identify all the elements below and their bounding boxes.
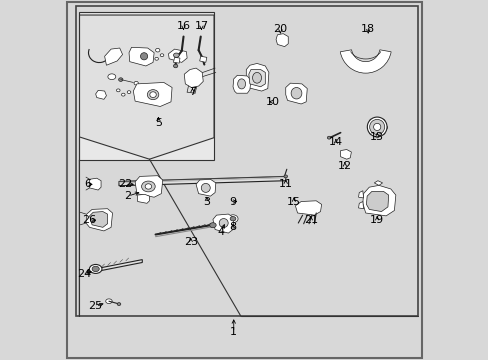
Ellipse shape [326,136,330,139]
Ellipse shape [108,74,116,80]
Text: 2: 2 [124,191,131,201]
Polygon shape [196,179,215,196]
Ellipse shape [92,266,99,272]
Text: 1: 1 [230,327,237,337]
Text: 10: 10 [265,97,280,107]
Ellipse shape [373,123,380,131]
Ellipse shape [366,117,386,137]
Text: 8: 8 [229,222,236,232]
Polygon shape [104,48,122,65]
Ellipse shape [369,120,384,134]
Polygon shape [295,201,321,215]
Polygon shape [276,34,287,46]
Ellipse shape [105,299,112,303]
Text: 9: 9 [229,197,236,207]
Polygon shape [212,214,233,233]
Polygon shape [119,176,285,186]
Polygon shape [135,176,163,197]
Text: 21: 21 [303,215,317,225]
Wedge shape [340,50,390,73]
Text: 22: 22 [118,179,132,189]
Polygon shape [248,69,265,87]
Ellipse shape [142,181,155,192]
Polygon shape [358,202,363,209]
Polygon shape [89,178,101,190]
Polygon shape [340,149,351,159]
Text: 7: 7 [188,87,196,97]
Text: 17: 17 [194,21,208,31]
Ellipse shape [252,72,261,83]
Ellipse shape [134,81,138,85]
Polygon shape [86,209,112,231]
Ellipse shape [284,175,287,178]
Polygon shape [173,57,180,63]
Polygon shape [199,56,206,62]
Polygon shape [184,68,203,87]
Text: 13: 13 [369,132,384,142]
Text: 12: 12 [337,161,351,171]
Ellipse shape [145,184,151,189]
Ellipse shape [89,265,102,273]
Ellipse shape [155,48,160,52]
Text: 19: 19 [369,215,384,225]
Text: 6: 6 [84,179,91,189]
Text: 5: 5 [155,118,162,128]
Ellipse shape [219,219,228,228]
Polygon shape [79,12,214,160]
Polygon shape [129,47,154,66]
Polygon shape [89,212,107,227]
Polygon shape [96,90,106,99]
Text: 15: 15 [286,197,301,207]
Ellipse shape [290,87,301,99]
Text: 23: 23 [183,237,197,247]
Polygon shape [362,185,395,216]
Ellipse shape [173,53,179,57]
Ellipse shape [230,217,235,221]
Ellipse shape [155,57,158,60]
Text: 18: 18 [361,24,374,35]
Polygon shape [373,181,382,185]
Bar [76,6,418,316]
Polygon shape [168,49,187,62]
Text: 11: 11 [278,179,292,189]
Text: 3: 3 [203,197,210,207]
Text: 25: 25 [88,301,102,311]
Polygon shape [137,194,149,203]
Polygon shape [246,63,268,91]
Polygon shape [285,83,306,104]
Ellipse shape [147,90,159,100]
Ellipse shape [121,93,125,96]
Text: 16: 16 [176,21,190,31]
Ellipse shape [117,303,121,306]
Text: 26: 26 [82,215,97,225]
Ellipse shape [201,183,210,192]
Ellipse shape [119,78,122,81]
Text: 20: 20 [273,24,287,35]
Ellipse shape [209,223,216,228]
Ellipse shape [237,79,245,89]
Polygon shape [366,192,388,212]
Polygon shape [358,191,363,198]
Text: 24: 24 [77,269,91,279]
Ellipse shape [160,54,163,57]
Polygon shape [87,260,142,273]
Ellipse shape [173,64,178,68]
Polygon shape [80,15,214,159]
Ellipse shape [149,92,156,98]
Text: 14: 14 [328,138,342,147]
Ellipse shape [227,215,238,223]
Text: 4: 4 [217,227,224,237]
Ellipse shape [140,53,147,60]
Ellipse shape [127,91,131,94]
Polygon shape [133,82,172,107]
Ellipse shape [116,89,120,92]
Polygon shape [233,75,250,93]
